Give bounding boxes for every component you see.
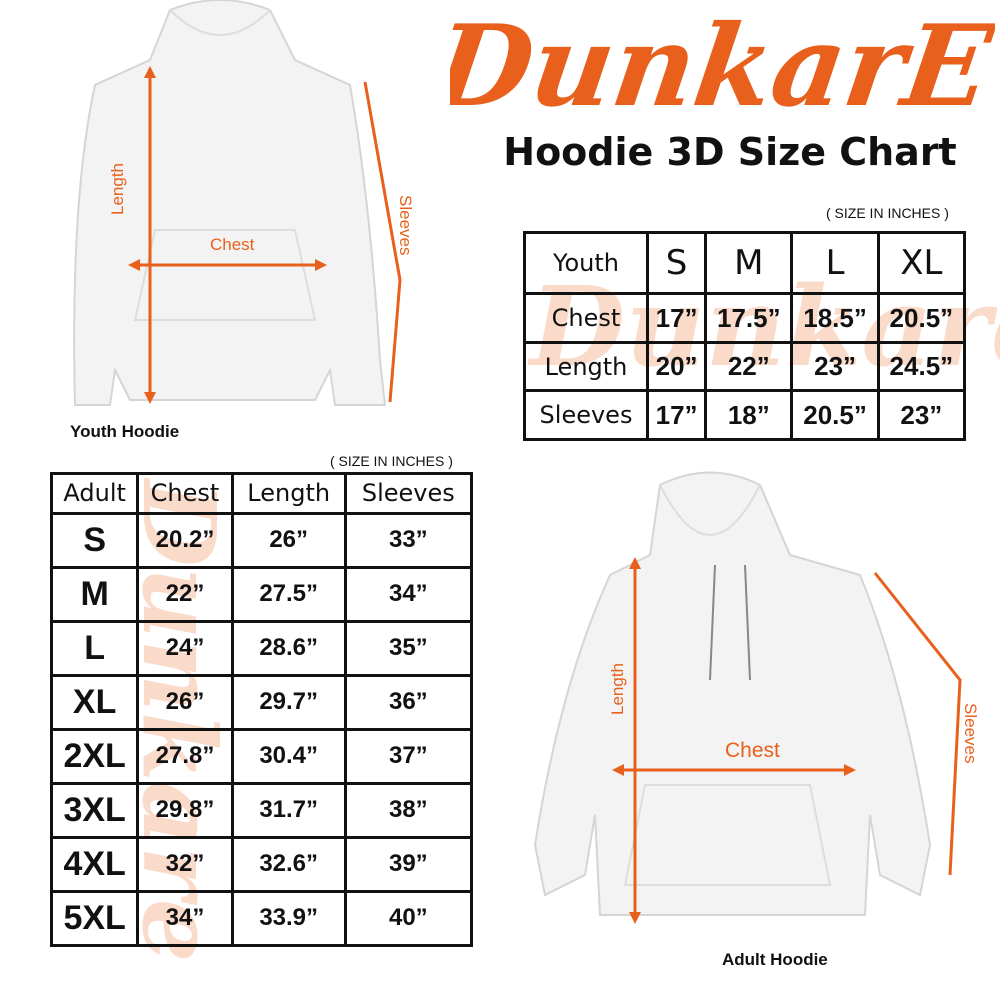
value-cell: 22” xyxy=(136,565,234,623)
row-label-cell: 5XL xyxy=(49,889,140,948)
value-cell: 22” xyxy=(704,340,794,393)
adult-hoodie-image: Length Chest Sleeves xyxy=(533,471,980,924)
value-cell: 24” xyxy=(136,619,234,677)
row-label-cell: M xyxy=(49,565,140,623)
value-cell: 31.7” xyxy=(230,781,347,839)
value-cell: 20” xyxy=(645,340,708,393)
value-cell: 33.9” xyxy=(230,889,347,948)
row-label-cell: 3XL xyxy=(49,781,140,839)
table-header-row: Youth S M L XL xyxy=(523,230,967,296)
value-cell: 17” xyxy=(645,292,708,344)
table-row: Sleeves 17” 18” 20.5” 23” xyxy=(523,389,967,441)
table-row: L 24” 28.6” 35” xyxy=(49,619,474,677)
page-title: Hoodie 3D Size Chart xyxy=(503,130,957,174)
adult-size-table: Adult Chest Length Sleeves S 20.2” 26” 33” M 22” 2… xyxy=(49,472,474,948)
header-cell: XL xyxy=(876,230,967,296)
value-cell: 34” xyxy=(343,565,474,623)
row-label-cell: L xyxy=(49,619,140,677)
header-cell: Youth xyxy=(523,230,649,296)
header-cell: S xyxy=(645,230,708,296)
youth-length-label: Length xyxy=(108,163,127,215)
value-cell: 27.5” xyxy=(230,565,347,623)
adult-sleeves-label: Sleeves xyxy=(961,703,980,763)
value-cell: 18” xyxy=(704,389,794,441)
header-cell: Length xyxy=(230,472,347,515)
table-row: Length 20” 22” 23” 24.5” xyxy=(523,340,967,393)
value-cell: 23” xyxy=(790,340,880,393)
value-cell: 20.5” xyxy=(876,292,967,344)
value-cell: 28.6” xyxy=(230,619,347,677)
header-cell: L xyxy=(790,230,880,296)
row-label-cell: S xyxy=(49,511,140,569)
row-label-cell: 4XL xyxy=(49,835,140,893)
value-cell: 33” xyxy=(343,511,474,569)
header-cell: Sleeves xyxy=(343,472,474,515)
table-row: XL 26” 29.7” 36” xyxy=(49,673,474,731)
value-cell: 17.5” xyxy=(704,292,794,344)
adult-length-label: Length xyxy=(608,663,627,715)
value-cell: 26” xyxy=(230,511,347,569)
table-row: 2XL 27.8” 30.4” 37” xyxy=(49,727,474,785)
adult-hoodie-caption: Adult Hoodie xyxy=(722,950,828,969)
value-cell: 17” xyxy=(645,389,708,441)
value-cell: 37” xyxy=(343,727,474,785)
row-label-cell: Chest xyxy=(523,292,649,344)
value-cell: 30.4” xyxy=(230,727,347,785)
youth-unit-note: ( SIZE IN INCHES ) xyxy=(826,205,949,221)
value-cell: 20.2” xyxy=(136,511,234,569)
svg-text:DunkarE: DunkarE xyxy=(450,0,995,130)
row-label-cell: XL xyxy=(49,673,140,731)
table-row: S 20.2” 26” 33” xyxy=(49,511,474,569)
youth-hoodie-caption: Youth Hoodie xyxy=(70,422,180,441)
value-cell: 35” xyxy=(343,619,474,677)
brand-logo: DunkarE xyxy=(450,0,995,130)
table-row: 3XL 29.8” 31.7” 38” xyxy=(49,781,474,839)
value-cell: 27.8” xyxy=(136,727,234,785)
table-row: 5XL 34” 33.9” 40” xyxy=(49,889,474,948)
youth-size-table: Youth S M L XL Chest 17” 17.5” 18.5” 20.5” Length 2… xyxy=(523,230,967,441)
header-cell: Adult xyxy=(49,472,140,515)
value-cell: 29.7” xyxy=(230,673,347,731)
adult-unit-note: ( SIZE IN INCHES ) xyxy=(330,453,453,469)
value-cell: 39” xyxy=(343,835,474,893)
value-cell: 18.5” xyxy=(790,292,880,344)
value-cell: 32.6” xyxy=(230,835,347,893)
adult-chest-label: Chest xyxy=(725,739,780,762)
youth-chest-label: Chest xyxy=(210,235,255,254)
value-cell: 26” xyxy=(136,673,234,731)
header-cell: M xyxy=(704,230,794,296)
header-cell: Chest xyxy=(136,472,234,515)
value-cell: 36” xyxy=(343,673,474,731)
row-label-cell: Length xyxy=(523,340,649,393)
value-cell: 20.5” xyxy=(790,389,880,441)
youth-hoodie-image: Length Chest Sleeves xyxy=(73,0,415,406)
table-row: 4XL 32” 32.6” 39” xyxy=(49,835,474,893)
row-label-cell: Sleeves xyxy=(523,389,649,441)
value-cell: 24.5” xyxy=(876,340,967,393)
table-row: M 22” 27.5” 34” xyxy=(49,565,474,623)
table-row: Chest 17” 17.5” 18.5” 20.5” xyxy=(523,292,967,344)
value-cell: 38” xyxy=(343,781,474,839)
value-cell: 29.8” xyxy=(136,781,234,839)
youth-sleeves-label: Sleeves xyxy=(396,195,415,255)
value-cell: 32” xyxy=(136,835,234,893)
row-label-cell: 2XL xyxy=(49,727,140,785)
table-header-row: Adult Chest Length Sleeves xyxy=(49,472,474,515)
value-cell: 40” xyxy=(343,889,474,948)
value-cell: 23” xyxy=(876,389,967,441)
value-cell: 34” xyxy=(136,889,234,948)
